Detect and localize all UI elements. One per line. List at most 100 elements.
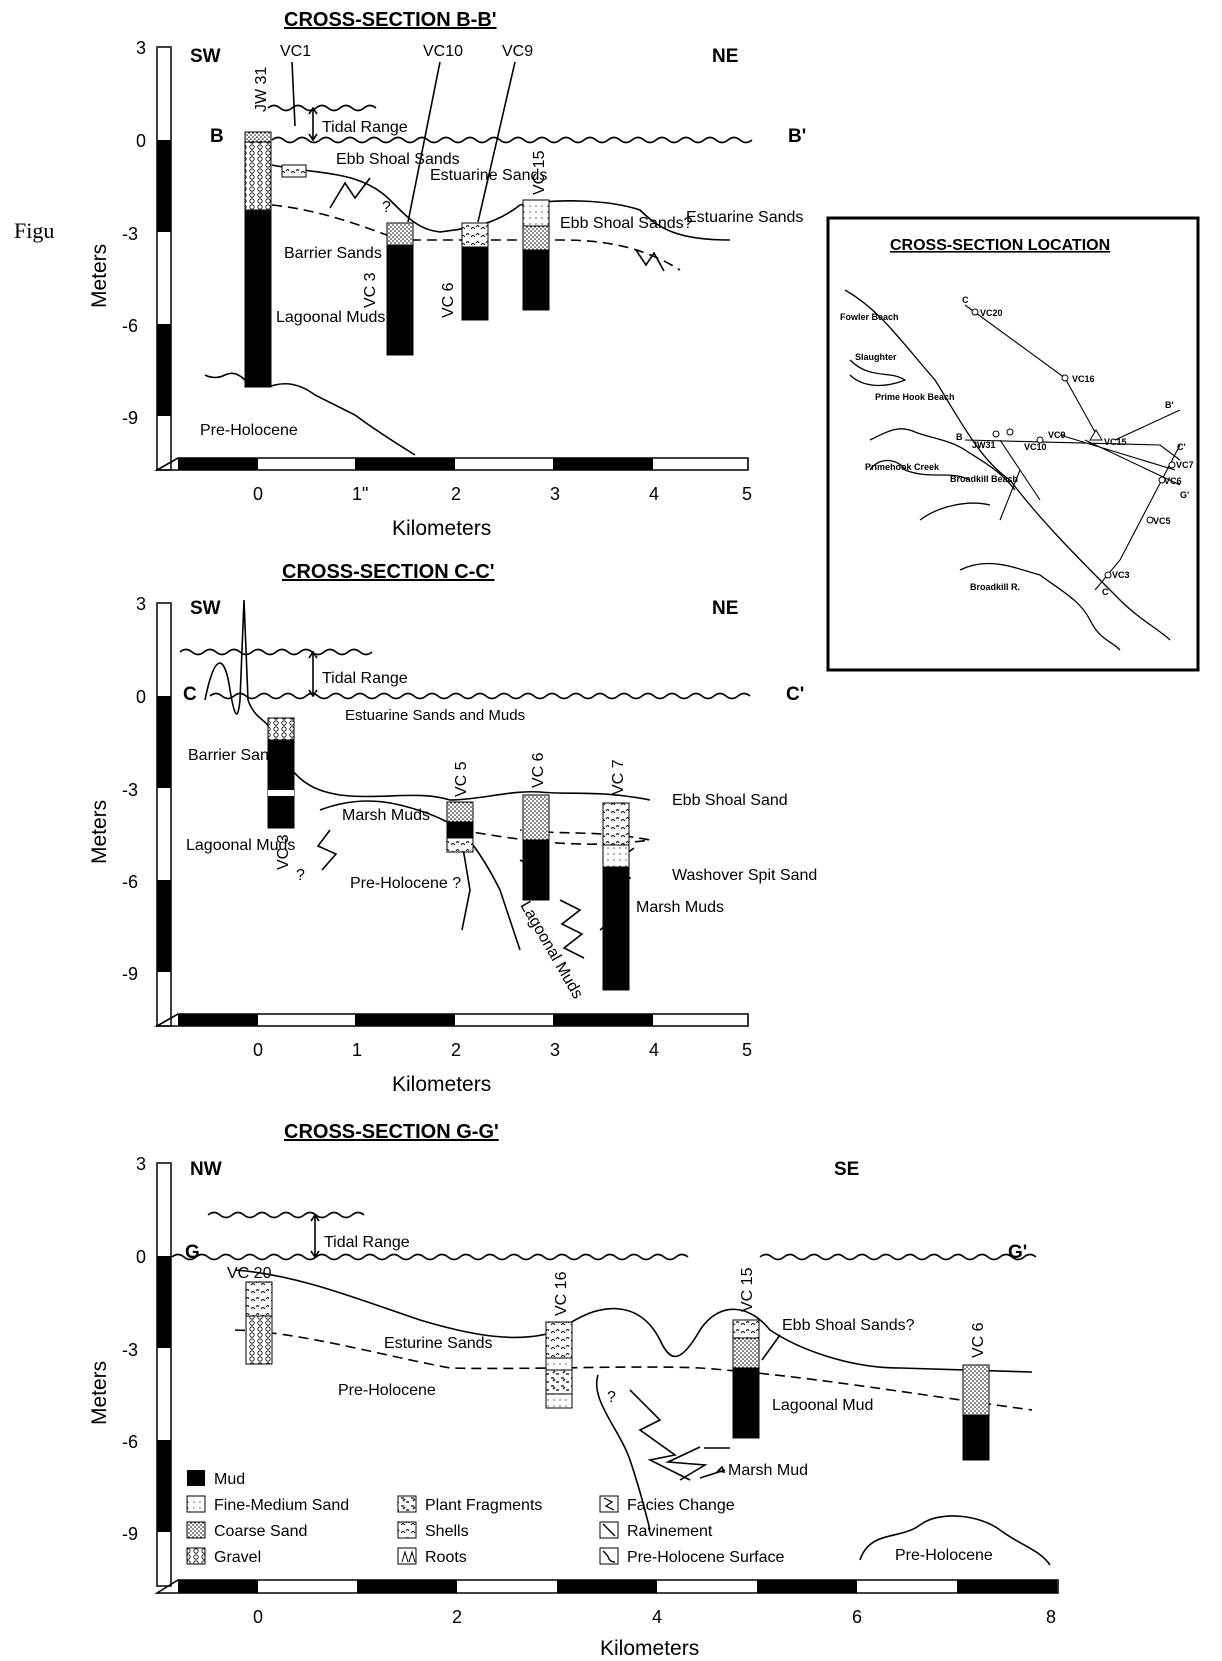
- core-label: VC 15: [531, 150, 548, 195]
- core-vc7: VC 7: [602, 759, 630, 991]
- map-title: CROSS-SECTION LOCATION: [890, 237, 1110, 254]
- core-vc6: VC 6: [522, 752, 550, 901]
- legend-plant-swatch: [397, 1495, 417, 1513]
- core-jw31: JW 31: [244, 67, 272, 388]
- depth-scale-bar: [156, 46, 172, 471]
- barrier-sands-label: Barrier Sands: [188, 747, 286, 764]
- y-tick: 0: [136, 131, 146, 151]
- x-tick: 1": [352, 484, 368, 504]
- preholocene-label: Pre-Holocene ?: [350, 875, 461, 892]
- line-end-label: G': [1008, 1242, 1027, 1263]
- distance-scale-bar: [178, 1580, 1057, 1593]
- question-mark: ?: [296, 867, 305, 884]
- core-vc1: [281, 164, 307, 178]
- y-tick: -9: [122, 408, 138, 428]
- preholocene-label: Pre-Holocene: [200, 422, 298, 439]
- x-tick: 4: [649, 484, 659, 504]
- x-axis-label: Kilometers: [392, 517, 491, 540]
- direction-right: SE: [834, 1159, 859, 1180]
- y-tick: 3: [136, 594, 146, 614]
- map-label: VC20: [980, 308, 1003, 318]
- x-tick: 2: [451, 1040, 461, 1060]
- x-tick: 4: [652, 1607, 662, 1627]
- line-start-label: B: [210, 126, 224, 147]
- estuarine-label: Estuarine Sands and Muds: [345, 707, 525, 724]
- marsh-mud-label: Marsh Mud: [728, 1462, 808, 1479]
- y-tick: 3: [136, 38, 146, 58]
- map-label: VC5: [1153, 516, 1171, 526]
- map-label: VC3: [1112, 570, 1130, 580]
- core-label: VC10: [423, 43, 463, 60]
- direction-left: NW: [190, 1159, 222, 1180]
- x-tick: 4: [649, 1040, 659, 1060]
- core-label: VC 3: [362, 272, 379, 308]
- core-label: VC 20: [227, 1265, 272, 1282]
- cross-section-cc: CROSS-SECTION C-C' SW NE 3 0 -3 -6 -9 0 …: [88, 561, 817, 1096]
- ebb-shoal-label: Ebb Shoal Sands: [336, 151, 460, 168]
- marsh-muds-right-label: Marsh Muds: [636, 899, 724, 916]
- map-label: VC9: [1048, 430, 1066, 440]
- direction-right: NE: [712, 46, 738, 67]
- y-axis-label: Meters: [88, 800, 111, 864]
- map-label: Slaughter: [855, 352, 897, 362]
- core-vc5: VC 5: [446, 761, 474, 853]
- core-label: VC 5: [453, 761, 470, 797]
- x-tick: 8: [1046, 1607, 1056, 1627]
- direction-left: SW: [190, 598, 221, 619]
- preholocene-right-label: Pre-Holocene: [895, 1547, 993, 1564]
- legend: Mud Fine-Medium Sand Coarse Sand Gravel …: [186, 1470, 785, 1566]
- core-label: VC 3: [275, 834, 292, 870]
- estuarine-label: Estuarine Sands: [430, 167, 547, 184]
- x-tick: 0: [253, 1607, 263, 1627]
- line-start-label: G: [185, 1242, 200, 1263]
- map-label: VC6: [1164, 476, 1182, 486]
- map-label: Broadkill Beach: [950, 474, 1018, 484]
- x-tick: 1: [352, 1040, 362, 1060]
- map-label: VC16: [1072, 374, 1095, 384]
- marsh-muds-label: Marsh Muds: [342, 807, 430, 824]
- y-axis-label: Meters: [88, 1361, 111, 1425]
- x-tick: 2: [451, 484, 461, 504]
- legend-coarse-sand-label: Coarse Sand: [214, 1523, 307, 1540]
- core-vc15: VC 15: [732, 1267, 760, 1439]
- cross-section-bb: CROSS-SECTION B-B' SW NE 3 0 -3 -6 -9 0 …: [88, 9, 806, 540]
- line-end-label: B': [788, 126, 806, 147]
- question-mark: ?: [382, 199, 391, 216]
- core-label: VC1: [280, 43, 311, 60]
- preholocene-label: Pre-Holocene: [338, 1382, 436, 1399]
- x-tick: 6: [852, 1607, 862, 1627]
- core-label: VC 15: [739, 1267, 756, 1312]
- map-label: Prime Hook Beach: [875, 392, 955, 402]
- esturine-sands-label: Esturine Sands: [384, 1335, 493, 1352]
- core-vc6: VC 6: [440, 222, 489, 321]
- line-end-label: C': [786, 684, 804, 705]
- y-tick: 0: [136, 1247, 146, 1267]
- core-vc6: VC 6: [962, 1322, 990, 1461]
- x-tick-labels: 0 1 2 3 4 5: [253, 1040, 752, 1060]
- legend-fine-sand-swatch: [186, 1495, 206, 1513]
- x-tick: 2: [452, 1607, 462, 1627]
- direction-right: NE: [712, 598, 738, 619]
- y-tick: 3: [136, 1154, 146, 1174]
- estuarine-right-label: Estuarine Sands: [686, 209, 803, 226]
- ebb-shoal-label: Ebb Shoal Sands?: [782, 1317, 915, 1334]
- depth-scale-bar: [156, 602, 172, 1027]
- y-tick: -9: [122, 1524, 138, 1544]
- map-label: Primehook Creek: [865, 462, 940, 472]
- legend-preholocene-surface-swatch: [599, 1547, 619, 1565]
- y-tick: -3: [122, 780, 138, 800]
- x-tick-labels: 0 1" 2 3 4 5: [253, 484, 752, 504]
- y-tick-labels: 3 0 -3 -6 -9: [122, 38, 146, 428]
- distance-scale-bar: [178, 458, 653, 470]
- map-label: Fowler Beach: [840, 312, 899, 322]
- lagoonal-muds-label: Lagoonal Muds: [186, 837, 295, 854]
- map-label: VC7: [1176, 460, 1194, 470]
- tidal-range-label: Tidal Range: [322, 119, 408, 136]
- legend-shells-swatch: [397, 1521, 417, 1539]
- map-label: G': [1180, 490, 1189, 500]
- core-label: VC 16: [553, 1271, 570, 1316]
- map-label: C': [1177, 442, 1186, 452]
- legend-facies-label: Facies Change: [627, 1497, 735, 1514]
- y-tick-labels: 3 0 -3 -6 -9: [122, 1154, 146, 1544]
- legend-mud-swatch: [187, 1470, 205, 1486]
